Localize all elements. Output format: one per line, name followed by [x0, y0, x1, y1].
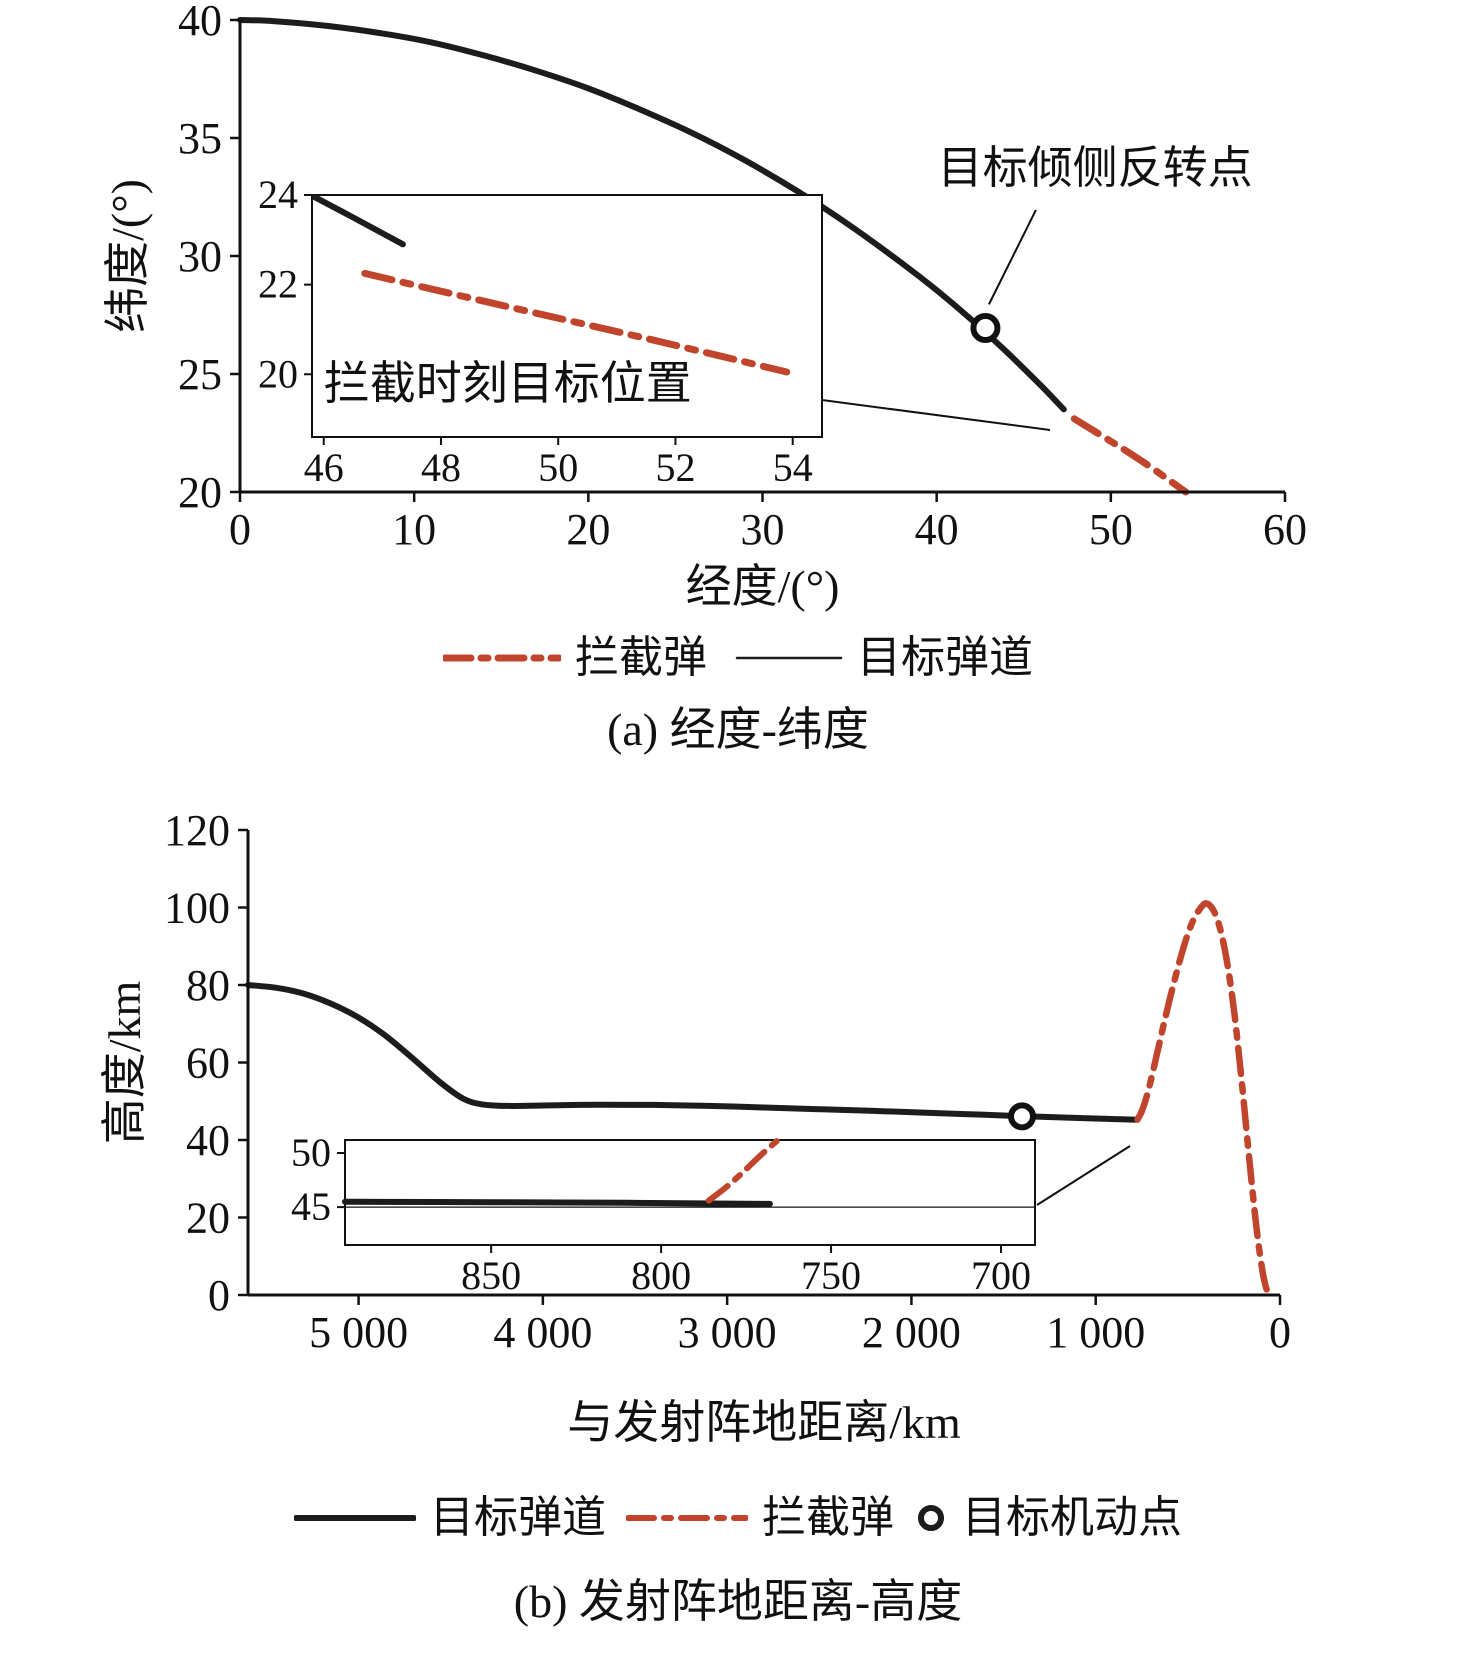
inset-leader-line [821, 399, 1051, 431]
x-tick-label: 2 000 [862, 1308, 961, 1357]
inset-x-tick-label: 850 [461, 1253, 521, 1298]
y-tick-label: 80 [186, 961, 230, 1010]
inset-series-line [705, 1138, 780, 1204]
x-tick-label: 0 [1269, 1308, 1291, 1357]
y-tick-label: 20 [186, 1194, 230, 1243]
y-tick-label: 25 [178, 350, 222, 399]
annotation-leader-line [988, 209, 1037, 305]
inset-box [344, 1139, 1036, 1246]
y-tick-label: 40 [178, 0, 222, 45]
legend-item-interceptor: 拦截弹 [626, 1492, 894, 1545]
chart-distance-altitude: 5 000 4 000 3 000 2 000 1 000 0 0 20 40 60 80 100 12… [99, 810, 1291, 1448]
x-tick-label: 40 [915, 505, 959, 554]
inset-x-tick-label: 700 [971, 1253, 1031, 1298]
legend-label-target: 目标弹道 [430, 1493, 606, 1542]
inset-series-line [311, 194, 406, 248]
interceptor-dashdot-line-icon [443, 654, 561, 662]
maneuver-point-marker-icon [918, 1505, 944, 1532]
chart-longitude-latitude: 0 10 20 30 40 50 60 20 25 30 35 40 经度/(°) 纬度/(°) 46 48 5… [102, 0, 1307, 612]
inset-x-tick-label: 750 [801, 1253, 861, 1298]
legend-label-interceptor: 拦截弹 [575, 633, 707, 682]
y-tick-label: 35 [178, 114, 222, 163]
legend-label-interceptor: 拦截弹 [762, 1493, 894, 1542]
chart-b-caption: (b) 发射阵地距离-高度 [513, 1576, 963, 1627]
target-line-icon [735, 657, 843, 660]
target-line-icon [294, 1515, 416, 1522]
x-tick-label: 10 [392, 505, 436, 554]
y-tick-label: 30 [178, 232, 222, 281]
x-axis-title: 与发射阵地距离/km [567, 1397, 961, 1448]
inset-x-tick-label: 52 [655, 445, 695, 490]
inset-y-tick-label: 24 [258, 172, 298, 217]
inset-y-tick-label: 45 [291, 1184, 331, 1229]
x-tick-label: 1 000 [1046, 1308, 1145, 1357]
y-tick-label: 100 [164, 884, 230, 933]
y-tick-label: 120 [164, 810, 230, 855]
chart-b-legend: 目标弹道 拦截弹 目标机动点 [0, 1492, 1476, 1545]
x-tick-label: 3 000 [678, 1308, 777, 1357]
maneuver-point-marker [1008, 1102, 1036, 1131]
legend-label-target: 目标弹道 [857, 633, 1033, 682]
x-tick-label: 5 000 [309, 1308, 408, 1357]
x-tick-label: 20 [566, 505, 610, 554]
inset-box [311, 194, 823, 438]
inset-x-tick-label: 800 [631, 1253, 691, 1298]
inset-leader-line [1036, 1145, 1131, 1206]
legend-item-interceptor: 拦截弹 [443, 632, 707, 685]
x-tick-label: 4 000 [493, 1308, 592, 1357]
legend-item-maneuver-point: 目标机动点 [914, 1492, 1182, 1545]
inset-label: 拦截时刻目标位置 [324, 358, 692, 409]
y-tick-label: 60 [186, 1039, 230, 1088]
annotation-text: 目标倾侧反转点 [938, 143, 1253, 193]
chart-a-caption: (a) 经度-纬度 [607, 704, 869, 755]
inset-y-tick-label: 50 [291, 1130, 331, 1175]
chart-a-legend: 拦截弹 目标弹道 [0, 632, 1476, 685]
y-tick-label: 0 [208, 1271, 230, 1320]
series-line [1070, 415, 1190, 496]
series-line [245, 982, 1141, 1123]
interceptor-dashdot-line-icon [626, 1515, 748, 1522]
inset-series-line [361, 269, 791, 376]
y-tick-label: 40 [186, 1116, 230, 1165]
series-line [1134, 900, 1274, 1298]
inset-x-tick-label: 50 [538, 445, 578, 490]
series-line [237, 17, 1067, 413]
legend-item-target: 目标弹道 [294, 1492, 606, 1545]
x-tick-label: 60 [1263, 505, 1307, 554]
inset-y-tick-label: 20 [258, 351, 298, 396]
inset-series-line [342, 1198, 773, 1207]
y-axis-title: 纬度/(°) [102, 179, 153, 333]
maneuver-point-marker [970, 312, 1001, 343]
x-tick-label: 30 [741, 505, 785, 554]
x-axis-title: 经度/(°) [686, 561, 840, 612]
inset-x-tick-label: 48 [421, 445, 461, 490]
legend-item-target: 目标弹道 [735, 632, 1033, 685]
y-tick-label: 20 [178, 468, 222, 517]
x-tick-label: 50 [1089, 505, 1133, 554]
legend-label-maneuver-point: 目标机动点 [962, 1493, 1182, 1542]
x-tick-label: 0 [229, 505, 251, 554]
inset-x-tick-label: 54 [773, 445, 813, 490]
inset-x-tick-label: 46 [304, 445, 344, 490]
y-axis-title: 高度/km [99, 981, 150, 1145]
inset-y-tick-label: 22 [258, 262, 298, 307]
